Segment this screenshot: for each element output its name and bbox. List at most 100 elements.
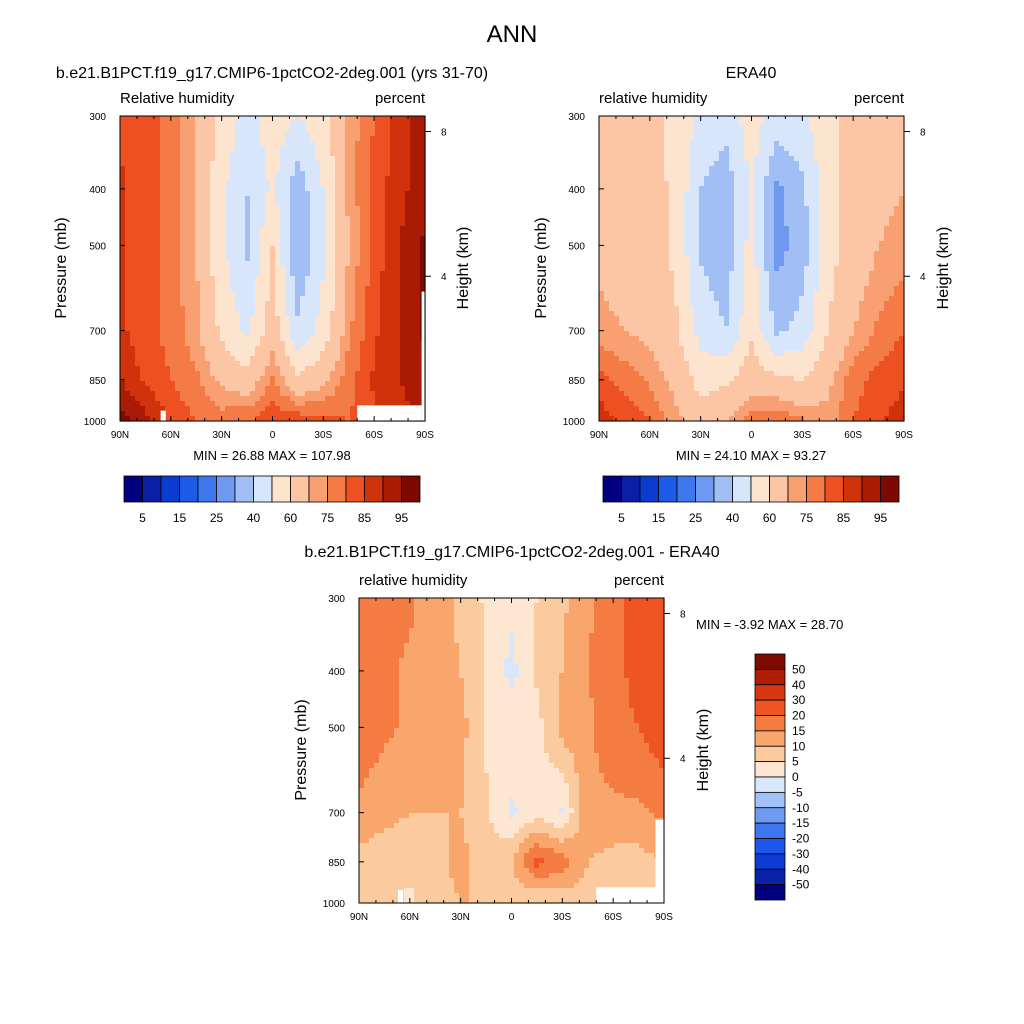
contour-cell xyxy=(260,121,266,127)
contour-cell xyxy=(235,371,241,377)
contour-cell xyxy=(350,191,356,197)
contour-cell xyxy=(185,151,191,157)
contour-cell xyxy=(290,336,296,342)
contour-cell xyxy=(684,136,690,142)
contour-cell xyxy=(255,266,261,272)
contour-cell xyxy=(300,401,306,407)
contour-cell xyxy=(869,166,875,172)
contour-cell xyxy=(854,136,860,142)
contour-cell xyxy=(300,251,306,257)
contour-cell xyxy=(155,246,161,252)
contour-cell xyxy=(140,391,146,397)
contour-cell xyxy=(255,216,261,222)
contour-cell xyxy=(125,171,131,177)
contour-cell xyxy=(375,121,381,127)
contour-cell xyxy=(774,141,780,147)
contour-cell xyxy=(355,156,361,162)
contour-cell xyxy=(185,301,191,307)
contour-cell xyxy=(335,211,341,217)
contour-cell xyxy=(599,211,605,217)
contour-cell xyxy=(205,181,211,187)
contour-cell xyxy=(380,116,386,122)
contour-cell xyxy=(370,276,376,282)
contour-cell xyxy=(395,261,401,267)
contour-cell xyxy=(135,221,141,227)
contour-cell xyxy=(859,206,865,212)
contour-cell xyxy=(729,126,735,132)
contour-cell xyxy=(405,136,411,142)
contour-cell xyxy=(285,311,291,317)
contour-cell xyxy=(150,126,156,132)
contour-cell xyxy=(310,401,316,407)
contour-cell xyxy=(415,346,421,352)
contour-cell xyxy=(350,321,356,327)
contour-cell xyxy=(210,366,216,372)
contour-cell xyxy=(280,131,286,137)
contour-cell xyxy=(819,161,825,167)
contour-cell xyxy=(405,276,411,282)
contour-cell xyxy=(165,191,171,197)
contour-cell xyxy=(300,286,306,292)
contour-cell xyxy=(400,201,406,207)
contour-cell xyxy=(230,211,236,217)
contour-cell xyxy=(135,291,141,297)
contour-cell xyxy=(235,416,241,422)
contour-cell xyxy=(120,371,126,377)
contour-cell xyxy=(245,306,251,312)
contour-cell xyxy=(150,136,156,142)
contour-cell xyxy=(854,126,860,132)
contour-cell xyxy=(270,336,276,342)
contour-cell xyxy=(400,136,406,142)
contour-cell xyxy=(275,361,281,367)
contour-cell xyxy=(255,141,261,147)
contour-cell xyxy=(879,141,885,147)
contour-cell xyxy=(340,241,346,247)
contour-cell xyxy=(340,126,346,132)
contour-cell xyxy=(195,226,201,232)
contour-cell xyxy=(764,121,770,127)
contour-cell xyxy=(599,126,605,132)
contour-cell xyxy=(619,211,625,217)
contour-cell xyxy=(245,286,251,292)
contour-cell xyxy=(170,166,176,172)
contour-cell xyxy=(410,266,416,272)
contour-cell xyxy=(210,161,216,167)
contour-cell xyxy=(684,141,690,147)
contour-cell xyxy=(395,356,401,362)
contour-cell xyxy=(320,371,326,377)
contour-cell xyxy=(125,336,131,342)
contour-cell xyxy=(220,251,226,257)
contour-cell xyxy=(285,256,291,262)
contour-cell xyxy=(250,131,256,137)
contour-cell xyxy=(180,321,186,327)
contour-cell xyxy=(155,331,161,337)
contour-cell xyxy=(270,176,276,182)
contour-cell xyxy=(180,276,186,282)
contour-cell xyxy=(694,161,700,167)
colorbar-swatch xyxy=(271,475,291,503)
contour-cell xyxy=(230,311,236,317)
contour-cell xyxy=(240,141,246,147)
contour-cell xyxy=(390,281,396,287)
contour-cell xyxy=(385,251,391,257)
contour-cell xyxy=(225,336,231,342)
contour-cell xyxy=(165,341,171,347)
contour-cell xyxy=(380,121,386,127)
contour-cell xyxy=(220,281,226,287)
contour-cell xyxy=(210,141,216,147)
contour-cell xyxy=(305,371,311,377)
contour-cell xyxy=(420,231,426,237)
contour-cell xyxy=(250,226,256,232)
contour-cell xyxy=(814,176,820,182)
contour-cell xyxy=(285,261,291,267)
contour-cell xyxy=(719,161,725,167)
contour-cell xyxy=(185,186,191,192)
contour-cell xyxy=(190,186,196,192)
contour-cell xyxy=(325,246,331,252)
contour-cell xyxy=(190,401,196,407)
contour-cell xyxy=(315,221,321,227)
contour-cell xyxy=(165,381,171,387)
contour-cell xyxy=(854,166,860,172)
contour-cell xyxy=(649,156,655,162)
contour-cell xyxy=(155,321,161,327)
